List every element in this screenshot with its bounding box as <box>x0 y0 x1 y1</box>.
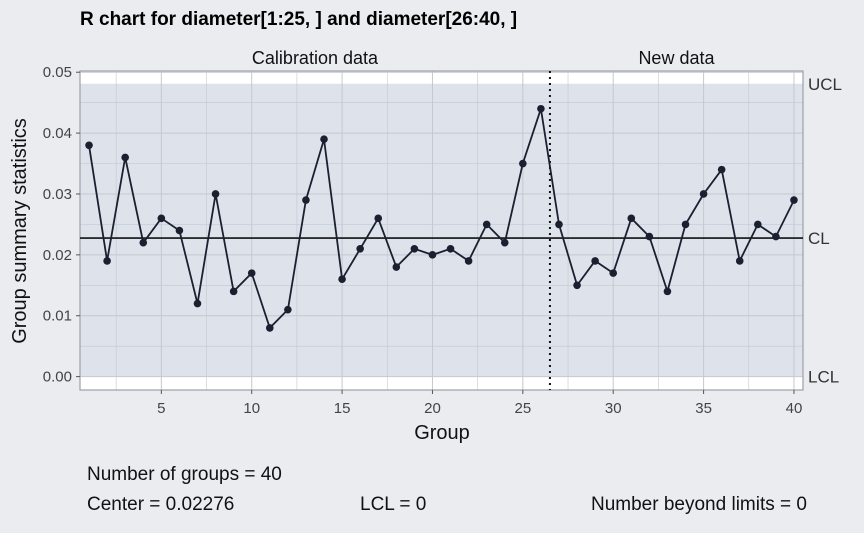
data-point <box>139 238 148 247</box>
y-axis-label: Group summary statistics <box>9 118 31 344</box>
y-tick-label: 0.04 <box>43 125 72 142</box>
data-point <box>699 190 708 198</box>
y-tick-label: 0.05 <box>43 64 72 81</box>
y-tick-label: 0.01 <box>43 308 72 325</box>
x-tick-label: 25 <box>514 400 531 417</box>
data-point <box>374 214 383 223</box>
data-point <box>85 141 93 150</box>
x-tick-label: 40 <box>786 400 803 417</box>
x-tick-label: 10 <box>243 400 260 417</box>
data-point <box>320 135 328 143</box>
data-point <box>772 232 780 241</box>
data-point <box>121 153 129 162</box>
stat-number-beyond-limits: Number beyond limits = 0 <box>591 494 807 515</box>
data-point <box>446 244 455 253</box>
data-point <box>573 281 581 290</box>
data-point <box>609 269 618 277</box>
x-tick-label: 35 <box>695 400 712 417</box>
control-limits-band <box>80 83 803 377</box>
data-point <box>464 257 473 265</box>
limit-label-cl: CL <box>808 229 830 248</box>
data-point <box>247 269 256 277</box>
stat-lcl: LCL = 0 <box>360 494 427 515</box>
data-point <box>338 275 346 284</box>
data-point <box>790 196 798 204</box>
data-point <box>500 238 509 247</box>
data-point <box>284 305 292 314</box>
data-point <box>717 165 726 174</box>
data-point <box>645 232 654 241</box>
data-point <box>193 299 202 308</box>
y-tick-label: 0.00 <box>43 369 72 386</box>
data-point <box>681 220 690 229</box>
data-point <box>555 220 563 229</box>
data-point <box>302 196 310 204</box>
data-point <box>735 257 744 265</box>
data-point <box>229 287 238 296</box>
data-point <box>428 251 437 259</box>
chart-title: R chart for diameter[1:25, ] and diamete… <box>80 9 517 30</box>
data-point <box>591 257 599 265</box>
data-point <box>103 257 111 265</box>
data-point <box>754 220 762 229</box>
limit-label-ucl: UCL <box>808 75 842 94</box>
stat-number-of-groups: Number of groups = 40 <box>87 464 282 485</box>
section-label-calibration: Calibration data <box>252 48 379 68</box>
limit-label-lcl: LCL <box>808 368 839 387</box>
data-point <box>356 244 364 253</box>
data-point <box>537 104 545 113</box>
data-point <box>175 226 184 235</box>
x-tick-label: 15 <box>334 400 351 417</box>
x-axis-label: Group <box>414 422 470 444</box>
x-tick-label: 30 <box>605 400 622 417</box>
x-tick-label: 20 <box>424 400 441 417</box>
section-label-new: New data <box>638 48 715 68</box>
data-point <box>211 190 220 198</box>
x-tick-label: 5 <box>157 400 165 417</box>
data-point <box>482 220 491 229</box>
data-point <box>265 324 274 332</box>
y-tick-label: 0.03 <box>43 186 72 203</box>
data-point <box>157 214 166 223</box>
y-tick-label: 0.02 <box>43 247 72 264</box>
data-point <box>519 159 527 168</box>
data-point <box>627 214 636 223</box>
data-point <box>392 263 401 271</box>
plot-border <box>79 70 804 391</box>
stat-center: Center = 0.02276 <box>87 494 235 515</box>
series-line <box>88 108 795 330</box>
data-point <box>410 244 419 253</box>
data-point <box>663 287 672 296</box>
